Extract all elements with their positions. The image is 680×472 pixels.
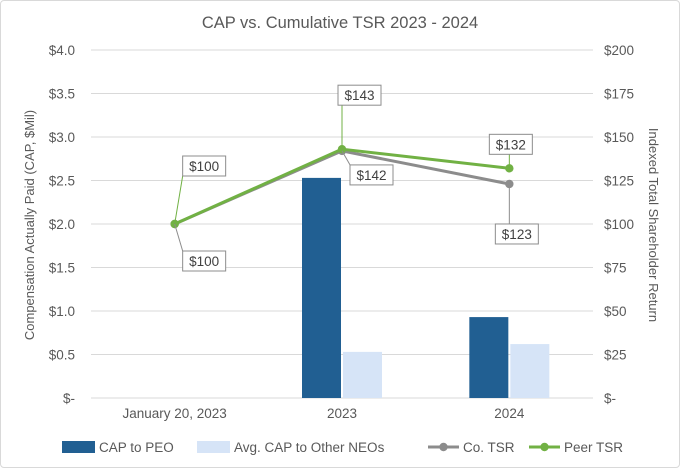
- y-tick-label: $3.5: [49, 87, 75, 102]
- bar: [469, 317, 509, 398]
- data-label: $143: [344, 88, 374, 103]
- y-tick-label: $-: [63, 391, 75, 406]
- y2-tick-label: $-: [604, 391, 616, 406]
- x-axis: January 20, 2023 2023 2024: [122, 406, 524, 421]
- y2-tick-label: $75: [604, 261, 627, 276]
- data-label-layer: $100 $142 $123 $100 $143 $132: [174, 84, 539, 272]
- y2-tick-label: $100: [604, 217, 634, 232]
- callout-box: [349, 164, 394, 186]
- y-tick-label: $1.5: [49, 261, 75, 276]
- callout-leader: [341, 150, 351, 166]
- legend-swatch: [197, 441, 230, 453]
- bar: [510, 344, 550, 398]
- data-label: $100: [189, 254, 219, 269]
- legend-marker: [540, 442, 549, 452]
- y-axis-title: Compensation Actually Paid (CAP, $Mil): [22, 110, 37, 340]
- callout-box: [182, 155, 227, 177]
- legend-label: Avg. CAP to Other NEOs: [234, 440, 385, 455]
- y-tick-label: $2.5: [49, 174, 75, 189]
- legend-label: Co. TSR: [463, 440, 515, 455]
- callout-box: [182, 250, 227, 272]
- legend-label: Peer TSR: [564, 440, 623, 455]
- bar: [302, 177, 341, 398]
- bar-layer: [302, 177, 550, 398]
- y2-tick-label: $150: [604, 130, 634, 145]
- data-label: $142: [356, 168, 386, 183]
- data-label: $100: [189, 159, 219, 174]
- y2-tick-label: $200: [604, 43, 634, 58]
- y-tick-label: $1.0: [49, 304, 75, 319]
- y2-tick-label: $25: [604, 348, 627, 363]
- y2-tick-label: $125: [604, 174, 634, 189]
- y2-axis: $- $25 $50 $75 $100 $125 $150 $175 $200: [604, 43, 634, 406]
- data-label: $123: [502, 227, 532, 242]
- callout-box: [488, 133, 533, 155]
- y-tick-label: $3.0: [49, 130, 75, 145]
- y2-tick-label: $50: [604, 304, 627, 319]
- x-tick-label: 2023: [327, 406, 357, 421]
- legend-label: CAP to PEO: [99, 440, 174, 455]
- x-tick-label: January 20, 2023: [122, 406, 226, 421]
- y-tick-label: $0.5: [49, 348, 75, 363]
- legend: CAP to PEO Avg. CAP to Other NEOs Co. TSR P…: [62, 440, 623, 455]
- y2-tick-label: $175: [604, 87, 634, 102]
- y-tick-label: $4.0: [49, 43, 75, 58]
- legend-marker: [439, 442, 448, 452]
- chart-title: CAP vs. Cumulative TSR 2023 - 2024: [202, 14, 478, 32]
- callout-box: [494, 223, 539, 245]
- y2-axis-title: Indexed Total Shareholder Return: [646, 128, 661, 322]
- data-label: $132: [496, 137, 526, 152]
- legend-swatch: [62, 441, 95, 453]
- bar: [343, 351, 382, 398]
- callout-leader: [174, 223, 184, 252]
- callout-box: [337, 84, 382, 106]
- callout-leader: [174, 175, 184, 225]
- x-tick-label: 2024: [494, 406, 525, 421]
- y-axis: $- $0.5 $1.0 $1.5 $2.0 $2.5 $3.0 $3.5 $4.0: [49, 43, 75, 406]
- y-tick-label: $2.0: [49, 217, 75, 232]
